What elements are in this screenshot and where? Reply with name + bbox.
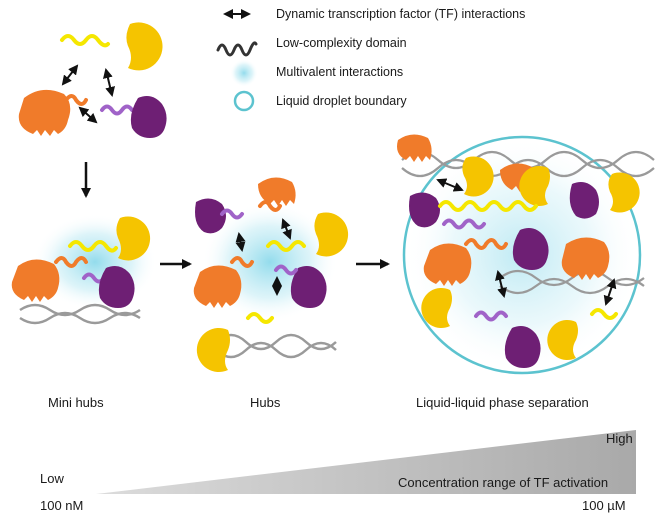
free-tf-cluster xyxy=(18,22,167,138)
legend-glow-dot-icon xyxy=(230,59,258,87)
hub xyxy=(193,177,349,372)
legend-ring-icon xyxy=(233,90,255,112)
stage-label-mini-hubs: Mini hubs xyxy=(48,395,104,410)
concentration-bar-label: Concentration range of TF activation xyxy=(398,475,609,490)
legend-label-droplet-boundary: Liquid droplet boundary xyxy=(276,94,407,108)
mini-hub xyxy=(11,214,157,325)
liquid-droplet xyxy=(397,134,655,375)
high-label: High xyxy=(606,431,633,446)
legend-label-tf-interactions: Dynamic transcription factor (TF) intera… xyxy=(276,7,526,21)
legend-label-low-complexity: Low-complexity domain xyxy=(276,36,407,50)
stage-label-llps: Liquid-liquid phase separation xyxy=(416,395,589,410)
low-label: Low xyxy=(40,471,64,486)
legend-squiggle-line-icon xyxy=(216,41,258,57)
legend-label-multivalent: Multivalent interactions xyxy=(276,65,404,79)
high-value: 100 µM xyxy=(582,498,626,513)
stage-label-hubs: Hubs xyxy=(250,395,281,410)
low-value: 100 nM xyxy=(40,498,84,513)
concentration-ramp xyxy=(96,430,636,494)
